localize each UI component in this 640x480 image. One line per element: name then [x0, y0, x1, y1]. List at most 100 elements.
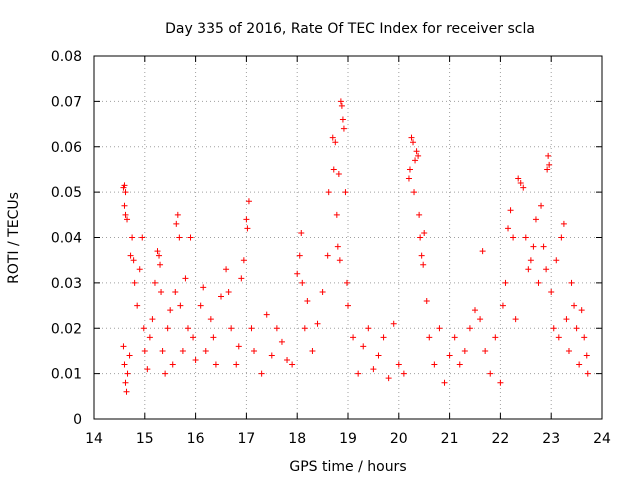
- x-axis-label: GPS time / hours: [289, 459, 406, 475]
- data-point: [385, 375, 392, 382]
- data-point: [233, 361, 240, 368]
- data-point: [177, 302, 184, 309]
- x-tick-label: 21: [441, 431, 459, 447]
- data-point: [410, 139, 417, 146]
- x-tick-label: 16: [187, 431, 205, 447]
- data-point: [301, 325, 308, 332]
- data-point: [319, 288, 326, 295]
- data-point: [532, 216, 539, 223]
- data-point: [223, 266, 230, 273]
- data-point: [408, 134, 415, 141]
- data-point: [179, 347, 186, 354]
- data-point: [154, 248, 161, 255]
- data-point: [164, 325, 171, 332]
- y-tick-label: 0.05: [51, 185, 82, 201]
- x-tick-label: 18: [288, 431, 306, 447]
- data-point: [335, 170, 342, 177]
- data-point: [329, 134, 336, 141]
- data-point: [525, 266, 532, 273]
- data-point: [174, 211, 181, 218]
- data-point: [126, 352, 133, 359]
- data-point: [340, 125, 347, 132]
- data-point: [338, 102, 345, 109]
- data-point: [333, 211, 340, 218]
- data-point: [182, 275, 189, 282]
- data-point: [228, 325, 235, 332]
- data-point: [482, 347, 489, 354]
- data-point: [192, 357, 199, 364]
- data-point: [400, 370, 407, 377]
- data-point: [202, 347, 209, 354]
- data-point: [510, 234, 517, 241]
- data-point: [558, 234, 565, 241]
- data-point: [146, 334, 153, 341]
- data-point: [240, 257, 247, 264]
- y-axis-label: ROTI / TECUs: [6, 192, 22, 284]
- x-tick-label: 20: [390, 431, 408, 447]
- data-point: [121, 202, 128, 209]
- data-point: [124, 370, 131, 377]
- data-point: [563, 316, 570, 323]
- data-point: [583, 352, 590, 359]
- data-point: [243, 216, 250, 223]
- data-point: [210, 334, 217, 341]
- data-point: [140, 325, 147, 332]
- data-point: [245, 198, 252, 205]
- x-tick-label: 15: [136, 431, 154, 447]
- data-point: [553, 257, 560, 264]
- data-point: [134, 302, 141, 309]
- data-point: [149, 316, 156, 323]
- data-point: [370, 366, 377, 373]
- data-point: [339, 116, 346, 123]
- data-point: [446, 352, 453, 359]
- data-point: [472, 307, 478, 314]
- x-tick-label: 24: [593, 431, 611, 447]
- data-point: [584, 370, 591, 377]
- data-point: [121, 182, 128, 189]
- data-point: [157, 261, 164, 268]
- data-point: [413, 148, 420, 155]
- data-point: [492, 334, 499, 341]
- data-point: [406, 166, 413, 173]
- data-point: [565, 347, 572, 354]
- data-point: [544, 166, 551, 173]
- data-point: [538, 202, 545, 209]
- data-point: [527, 257, 534, 264]
- data-point: [296, 252, 303, 259]
- data-point: [423, 298, 430, 305]
- y-tick-label: 0.04: [51, 231, 82, 247]
- data-point: [139, 234, 146, 241]
- data-point: [395, 361, 402, 368]
- data-point: [330, 166, 337, 173]
- data-point: [530, 243, 537, 250]
- data-point: [238, 275, 245, 282]
- data-point: [436, 325, 443, 332]
- data-point: [515, 175, 522, 182]
- data-point: [571, 302, 578, 309]
- y-tick-label: 0.06: [51, 140, 82, 156]
- data-point: [451, 334, 458, 341]
- data-point: [337, 98, 344, 105]
- data-point: [167, 307, 174, 314]
- data-point: [122, 211, 129, 218]
- data-point: [345, 302, 351, 309]
- data-point: [560, 220, 567, 227]
- data-point: [141, 347, 148, 354]
- data-point: [284, 357, 291, 364]
- data-point: [130, 257, 137, 264]
- data-point: [121, 361, 128, 368]
- data-point: [299, 279, 306, 286]
- data-point: [535, 279, 542, 286]
- data-point: [411, 189, 418, 196]
- data-point: [415, 152, 422, 159]
- data-point: [365, 325, 372, 332]
- data-point: [314, 320, 321, 327]
- data-point: [479, 248, 486, 255]
- data-point: [131, 279, 138, 286]
- data-point: [218, 293, 224, 300]
- data-point: [456, 361, 463, 368]
- data-point: [136, 266, 143, 273]
- data-point: [466, 325, 473, 332]
- data-point: [568, 279, 575, 286]
